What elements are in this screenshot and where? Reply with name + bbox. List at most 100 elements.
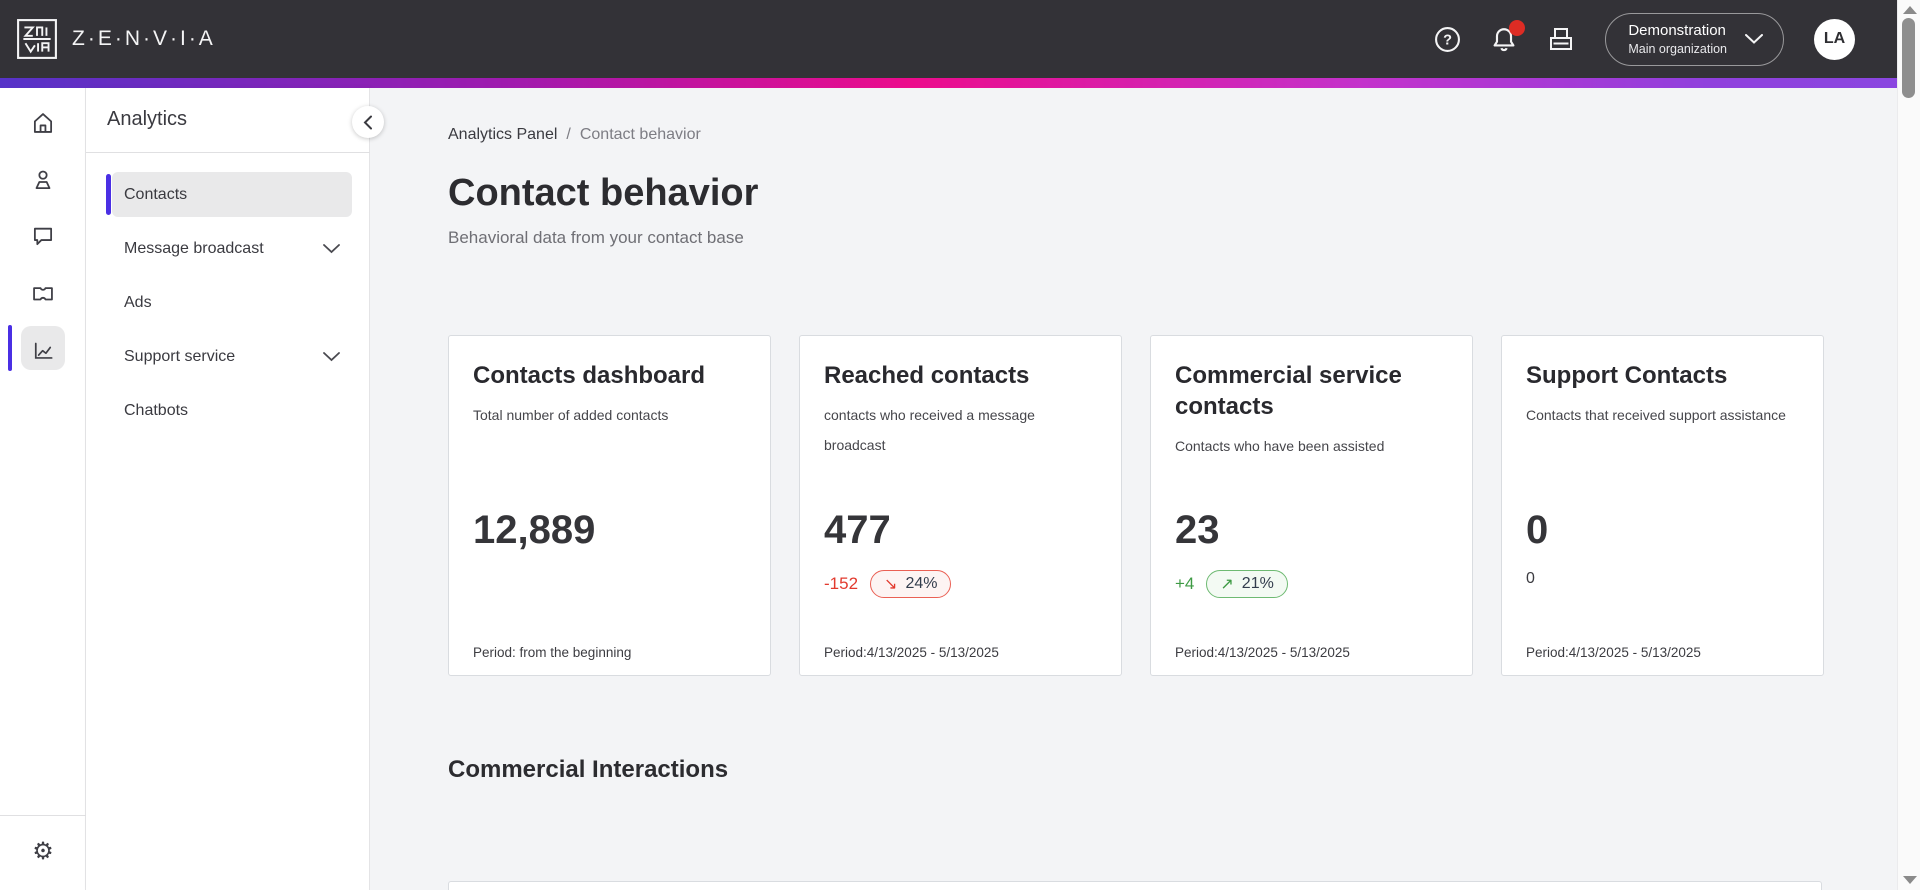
card-description: Total number of added contacts bbox=[473, 407, 669, 424]
kpi-cards-row: Contacts dashboard Total number of added… bbox=[448, 335, 1824, 676]
card-period: Period:4/13/2025 - 5/13/2025 bbox=[824, 645, 999, 660]
chevron-down-icon bbox=[323, 351, 340, 362]
organization-subtitle: Main organization bbox=[1628, 41, 1727, 56]
bell-icon bbox=[1491, 26, 1517, 53]
trend-percent: 24% bbox=[905, 575, 938, 592]
trend-percent: 21% bbox=[1241, 575, 1274, 592]
trend-down-arrow-icon: ↘ bbox=[884, 576, 898, 593]
notification-badge bbox=[1509, 19, 1526, 36]
rail-divider bbox=[0, 815, 86, 816]
scrollbar-thumb[interactable] bbox=[1902, 18, 1915, 98]
sidebar-item-chatbots[interactable]: Chatbots bbox=[112, 388, 352, 433]
card-description: Contacts that received support assistanc… bbox=[1526, 407, 1786, 424]
card-contacts-dashboard: Contacts dashboard Total number of added… bbox=[448, 335, 771, 676]
ticket-icon bbox=[30, 280, 56, 306]
sidebar-item-label: Contacts bbox=[124, 185, 188, 203]
card-period: Period:4/13/2025 - 5/13/2025 bbox=[1526, 645, 1701, 660]
card-reached-contacts: Reached contacts contacts who received a… bbox=[799, 335, 1122, 676]
sidebar-menu: Contacts Message broadcast Ads Support s… bbox=[86, 172, 370, 442]
home-icon bbox=[30, 110, 56, 136]
card-period: Period:4/13/2025 - 5/13/2025 bbox=[1175, 645, 1350, 660]
chevron-down-icon bbox=[323, 243, 340, 254]
breadcrumb: Analytics Panel / Contact behavior bbox=[448, 126, 701, 144]
print-button[interactable] bbox=[1547, 25, 1575, 53]
chevron-down-icon bbox=[1745, 34, 1763, 44]
page-subtitle: Behavioral data from your contact base bbox=[448, 228, 744, 247]
brand-name: Z·E·N·V·I·A bbox=[72, 27, 216, 50]
printer-icon bbox=[1547, 25, 1575, 53]
card-value: 12,889 bbox=[473, 508, 596, 552]
topbar-actions: ? bbox=[1434, 12, 1855, 66]
rail-item-home[interactable] bbox=[30, 110, 56, 136]
sidebar-title: Analytics bbox=[107, 108, 188, 130]
help-button[interactable]: ? bbox=[1434, 26, 1461, 53]
help-icon: ? bbox=[1434, 26, 1461, 53]
card-delta-row: -152 ↘ 24% bbox=[824, 570, 952, 598]
breadcrumb-separator: / bbox=[566, 126, 571, 143]
brand-gradient-bar bbox=[0, 78, 1897, 88]
trend-badge-up: ↗ 21% bbox=[1206, 570, 1288, 598]
breadcrumb-analytics-panel[interactable]: Analytics Panel bbox=[448, 126, 558, 143]
sidebar-item-label: Support service bbox=[124, 347, 236, 365]
card-delta-row: +4 ↗ 21% bbox=[1175, 570, 1288, 598]
sidebar-collapse-button[interactable] bbox=[352, 106, 384, 138]
card-title: Reached contacts bbox=[824, 362, 1030, 389]
card-title: Commercial service contacts bbox=[1175, 362, 1402, 421]
rail-active-background bbox=[21, 326, 65, 370]
card-description: Contacts who have been assisted bbox=[1175, 438, 1385, 455]
page-scrollbar bbox=[1897, 0, 1920, 890]
scrollbar-up-arrow[interactable] bbox=[1903, 6, 1917, 14]
brand: Z·E·N·V·I·A bbox=[16, 18, 216, 60]
rail-item-tickets[interactable] bbox=[30, 280, 56, 306]
chevron-left-icon bbox=[363, 115, 373, 130]
sidebar-divider bbox=[86, 152, 370, 153]
notifications-button[interactable] bbox=[1491, 19, 1526, 53]
scrollbar-down-arrow[interactable] bbox=[1903, 876, 1917, 884]
section-title-commercial-interactions: Commercial Interactions bbox=[448, 756, 729, 783]
card-title: Support Contacts bbox=[1526, 362, 1728, 389]
delta-value: 0 bbox=[1526, 570, 1535, 587]
main-content: Analytics Panel / Contact behavior Conta… bbox=[370, 88, 1897, 890]
card-commercial-service-contacts: Commercial service contacts Contacts who… bbox=[1150, 335, 1473, 676]
rail-item-conversations[interactable] bbox=[30, 223, 56, 249]
organization-switcher[interactable]: Demonstration Main organization bbox=[1605, 12, 1784, 66]
sidebar-item-label: Message broadcast bbox=[124, 239, 264, 257]
delta-value: -152 bbox=[824, 574, 859, 593]
rail-item-analytics[interactable] bbox=[30, 337, 56, 363]
icon-rail: ⚙ bbox=[0, 88, 86, 890]
breadcrumb-current: Contact behavior bbox=[579, 126, 701, 143]
organization-texts: Demonstration Main organization bbox=[1628, 21, 1727, 57]
contacts-icon bbox=[30, 167, 56, 193]
user-avatar[interactable]: LA bbox=[1814, 18, 1855, 60]
organization-name: Demonstration bbox=[1628, 22, 1726, 40]
rail-item-contacts[interactable] bbox=[30, 167, 56, 193]
card-value: 0 bbox=[1526, 508, 1549, 552]
card-value: 23 bbox=[1175, 508, 1220, 552]
analytics-sidebar: Analytics Contacts Message broadcast Ads… bbox=[86, 88, 370, 890]
card-support-contacts: Support Contacts Contacts that received … bbox=[1501, 335, 1824, 676]
sidebar-item-support-service[interactable]: Support service bbox=[112, 334, 352, 379]
gear-icon: ⚙ bbox=[32, 838, 54, 865]
delta-value: +4 bbox=[1175, 574, 1195, 593]
analytics-chart-icon bbox=[30, 337, 56, 363]
chat-icon bbox=[30, 223, 56, 249]
zenvia-logo-icon bbox=[16, 18, 58, 60]
rail-active-indicator bbox=[8, 325, 12, 371]
sidebar-item-ads[interactable]: Ads bbox=[112, 280, 352, 325]
card-delta-row: 0 bbox=[1526, 570, 1535, 588]
trend-badge-down: ↘ 24% bbox=[870, 570, 952, 598]
commercial-interactions-card-edge bbox=[448, 881, 1822, 890]
topbar: Z·E·N·V·I·A ? bbox=[0, 0, 1897, 78]
card-title: Contacts dashboard bbox=[473, 362, 706, 389]
sidebar-item-label: Ads bbox=[124, 293, 152, 311]
page-title: Contact behavior bbox=[448, 172, 759, 214]
sidebar-item-contacts[interactable]: Contacts bbox=[106, 172, 352, 217]
sidebar-item-message-broadcast[interactable]: Message broadcast bbox=[112, 226, 352, 271]
card-period: Period: from the beginning bbox=[473, 645, 632, 660]
svg-text:?: ? bbox=[1443, 32, 1452, 48]
card-value: 477 bbox=[824, 508, 891, 552]
trend-up-arrow-icon: ↗ bbox=[1220, 576, 1234, 593]
rail-item-settings[interactable]: ⚙ bbox=[30, 839, 56, 865]
sidebar-item-label: Chatbots bbox=[124, 401, 189, 419]
